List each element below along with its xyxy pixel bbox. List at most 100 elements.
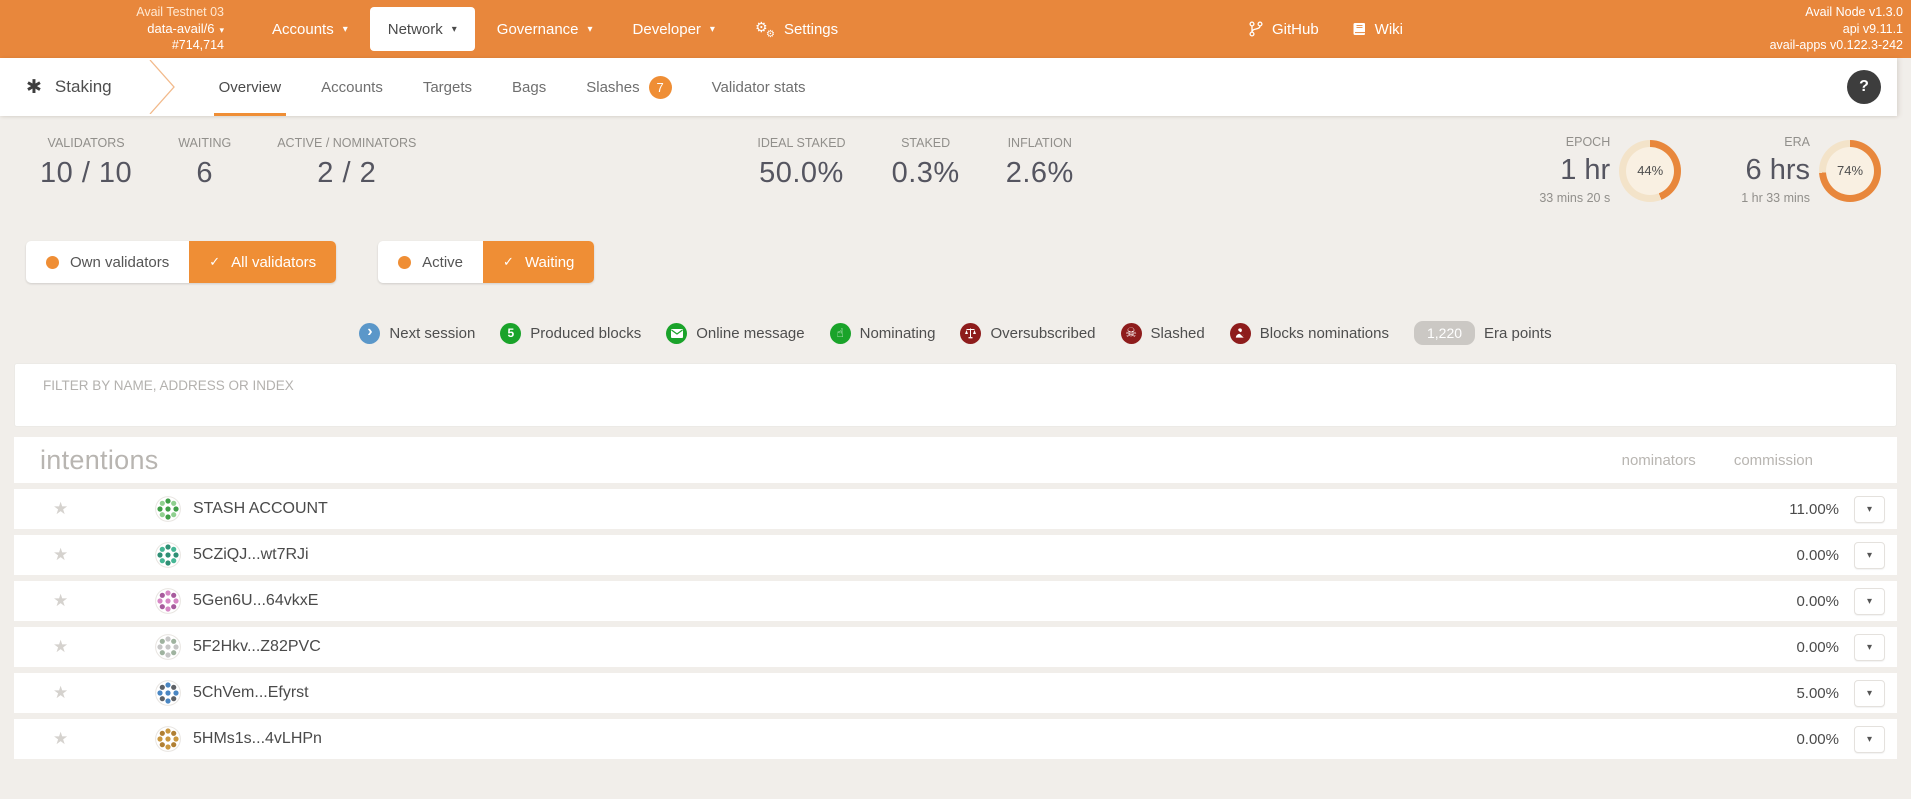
table-row: ★ 5ChVem...Efyrst 5.00% ▾: [14, 673, 1897, 714]
account-identicon: [155, 496, 181, 523]
tab-slashes[interactable]: Slashes 7: [571, 58, 686, 116]
check-icon: ✓: [503, 254, 514, 270]
tab-validator-stats[interactable]: Validator stats: [711, 78, 806, 96]
check-icon: ✓: [209, 254, 221, 270]
slashes-count-badge: 7: [648, 75, 672, 99]
network-name: Avail Testnet 03: [136, 5, 224, 20]
git-branch-icon: [1249, 21, 1263, 37]
waiting-option[interactable]: ✓ Waiting: [483, 241, 595, 284]
column-commission: commission: [1733, 451, 1813, 469]
stat-inflation: INFLATION 2.6%: [1005, 136, 1074, 189]
legend-oversubscribed: Oversubscribed: [960, 322, 1096, 344]
gear-icon: ⚙ ⚙: [754, 18, 775, 40]
row-actions-button[interactable]: ▾: [1854, 541, 1885, 569]
chevron-down-icon: ▾: [587, 24, 593, 35]
filter-card: [14, 363, 1897, 428]
all-validators-option[interactable]: ✓ All validators: [189, 241, 337, 284]
row-actions-button[interactable]: ▾: [1854, 633, 1885, 661]
menu-settings[interactable]: ⚙ ⚙ Settings: [754, 18, 839, 40]
epoch-text: EPOCH 1 hr 33 mins 20 s: [1539, 135, 1611, 205]
era-progress-ring: 74%: [1819, 139, 1881, 202]
row-actions-button[interactable]: ▾: [1854, 587, 1885, 615]
hand-icon: ☝: [829, 322, 851, 344]
radio-dot-icon: [398, 255, 412, 269]
favorite-star-icon[interactable]: ★: [53, 729, 69, 749]
menu-governance[interactable]: Governance ▾: [496, 20, 593, 38]
chevron-down-icon: ▾: [219, 24, 224, 35]
validator-stats-group: VALIDATORS 10 / 10 WAITING 6 ACTIVE / NO…: [40, 136, 462, 190]
favorite-star-icon[interactable]: ★: [53, 545, 69, 565]
envelope-icon: [666, 322, 688, 344]
legend-online-message: Online message: [666, 322, 805, 344]
table-columns: nominators commission: [1622, 452, 1813, 469]
era-percent: 74%: [1836, 163, 1864, 179]
section-tab-bar: ✱ Staking Overview Accounts Targets Bags…: [0, 58, 1897, 116]
table-title: intentions: [40, 444, 159, 475]
table-row: ★ STASH ACCOUNT 11.00% ▾: [14, 489, 1897, 530]
skull-icon: ☠: [1120, 322, 1142, 344]
row-actions-button[interactable]: ▾: [1854, 495, 1885, 523]
chevron-down-icon: ▾: [1866, 549, 1873, 561]
menu-accounts[interactable]: Accounts ▾: [272, 20, 348, 38]
api-version: api v9.11.1: [1842, 21, 1903, 36]
staked-stats-group: IDEAL STAKED 50.0% STAKED 0.3% INFLATION…: [757, 136, 1119, 190]
menu-developer[interactable]: Developer ▾: [632, 20, 715, 38]
epoch-progress: EPOCH 1 hr 33 mins 20 s 44%: [1539, 135, 1682, 205]
main-menu: Accounts ▾ Network ▾ Governance ▾ Developer…: [254, 7, 856, 51]
staking-tabs: Overview Accounts Targets Bags Slashes 7…: [204, 58, 821, 116]
wiki-link[interactable]: Wiki: [1353, 21, 1403, 38]
era-text: ERA 6 hrs 1 hr 33 mins: [1741, 135, 1810, 205]
account-name: 5Gen6U...64vkxE: [193, 592, 319, 610]
account-name: 5F2Hkv...Z82PVC: [193, 638, 321, 656]
stat-ideal-staked: IDEAL STAKED 50.0%: [757, 136, 846, 189]
legend-next-session: › Next session: [359, 322, 475, 344]
filter-toggles: Own validators ✓ All validators Active ✓…: [26, 241, 1911, 284]
favorite-star-icon[interactable]: ★: [53, 591, 69, 611]
row-actions-button[interactable]: ▾: [1854, 725, 1885, 753]
chevron-down-icon: ▾: [451, 24, 457, 35]
network-endpoint[interactable]: data-avail/6 ▾: [147, 20, 224, 36]
chevron-down-icon: ▾: [342, 24, 348, 35]
help-button[interactable]: ?: [1847, 70, 1881, 104]
era-points-badge: 1,220: [1413, 321, 1476, 346]
breadcrumb-chevron-icon: [148, 60, 176, 114]
status-toggle: Active ✓ Waiting: [378, 241, 595, 284]
chevron-down-icon: ▾: [709, 24, 715, 35]
menu-network[interactable]: Network ▾: [369, 7, 475, 51]
commission-value: 0.00%: [1796, 592, 1839, 610]
network-selector[interactable]: Avail Testnet 03 data-avail/6 ▾ #714,714: [34, 4, 224, 53]
book-icon: [1353, 23, 1365, 35]
block-number: #714,714: [171, 38, 224, 53]
active-option[interactable]: Active: [378, 241, 483, 283]
legend-blocks-nominations: Blocks nominations: [1229, 322, 1389, 344]
stat-staked: STAKED 0.3%: [891, 136, 960, 189]
tab-bags[interactable]: Bags: [512, 78, 547, 96]
tab-targets[interactable]: Targets: [422, 78, 473, 96]
person-slash-icon: [1229, 322, 1251, 344]
section-label: Staking: [54, 77, 112, 96]
commission-value: 5.00%: [1796, 684, 1839, 702]
legend-slashed: ☠ Slashed: [1120, 322, 1205, 344]
legend-nominating: ☝ Nominating: [829, 322, 935, 344]
favorite-star-icon[interactable]: ★: [53, 499, 69, 519]
staking-summary: VALIDATORS 10 / 10 WAITING 6 ACTIVE / NO…: [40, 135, 1881, 205]
commission-value: 0.00%: [1796, 638, 1839, 656]
node-version: Avail Node v1.3.0: [1805, 5, 1903, 20]
github-link[interactable]: GitHub: [1249, 21, 1319, 38]
favorite-star-icon[interactable]: ★: [53, 683, 69, 703]
tab-accounts[interactable]: Accounts: [321, 78, 383, 96]
favorite-star-icon[interactable]: ★: [53, 637, 69, 657]
filter-input[interactable]: [41, 377, 1870, 395]
legend-era-points: 1,220 Era points: [1413, 321, 1552, 346]
stat-validators: VALIDATORS 10 / 10: [40, 136, 133, 189]
tab-overview[interactable]: Overview: [204, 58, 297, 116]
radio-dot-icon: [46, 255, 59, 269]
row-actions-button[interactable]: ▾: [1854, 679, 1885, 707]
table-row: ★ 5F2Hkv...Z82PVC 0.00% ▾: [14, 627, 1897, 668]
staking-icon: ✱: [26, 76, 42, 98]
account-name: 5ChVem...Efyrst: [193, 684, 309, 702]
version-info: Avail Node v1.3.0 api v9.11.1 avail-apps…: [1693, 4, 1903, 54]
apps-version: avail-apps v0.122.3-242: [1769, 38, 1903, 53]
own-validators-option[interactable]: Own validators: [26, 241, 189, 283]
table-row: ★ 5CZiQJ...wt7RJi 0.00% ▾: [14, 535, 1897, 576]
